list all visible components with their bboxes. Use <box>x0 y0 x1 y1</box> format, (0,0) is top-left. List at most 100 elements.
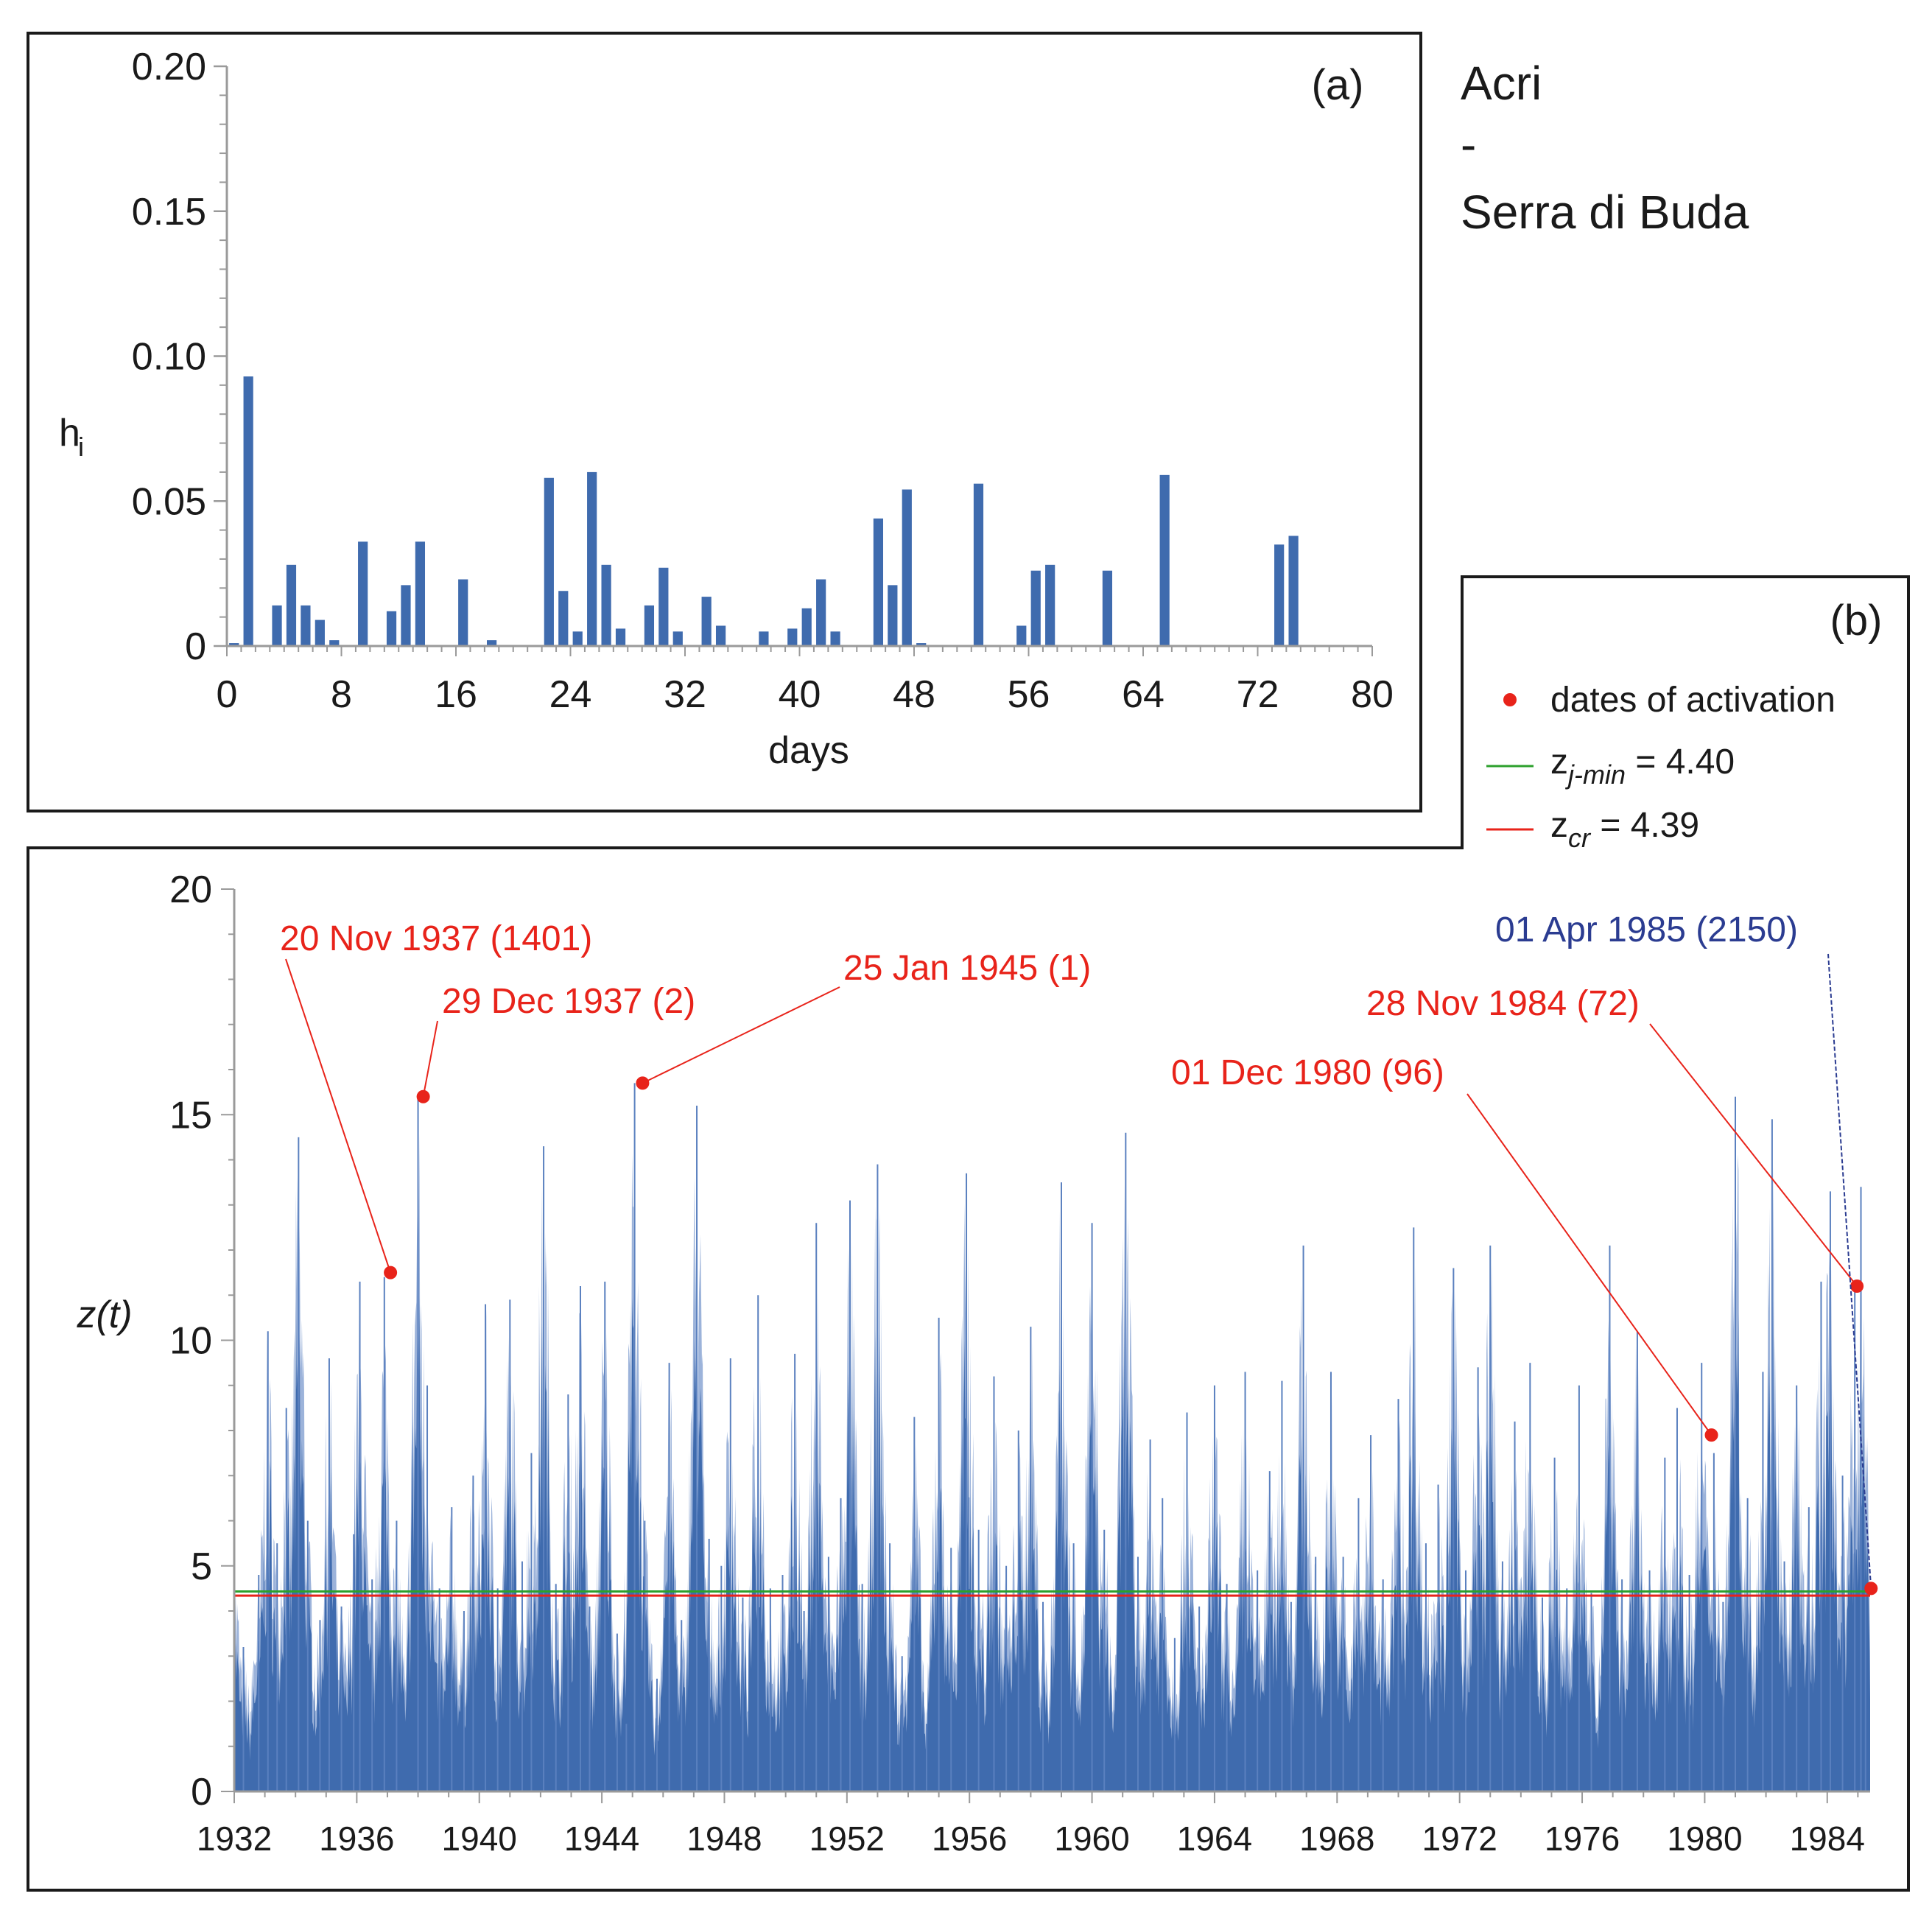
panel-b-ylabel: z(t) <box>76 1294 132 1336</box>
bar <box>916 643 927 646</box>
bar <box>1274 544 1285 646</box>
bar <box>1288 536 1299 646</box>
bar <box>873 518 884 646</box>
x-tick-label: 1956 <box>932 1819 1007 1858</box>
x-tick-label: 1944 <box>564 1819 639 1858</box>
bar <box>329 640 340 646</box>
legend-zcr-value: = 4.39 <box>1590 806 1699 845</box>
activation-point <box>1704 1428 1718 1442</box>
legend: dates of activation zj-min = 4.40 zcr = … <box>1486 681 1836 853</box>
bar <box>272 605 282 646</box>
bar <box>229 643 239 646</box>
activation-label: 28 Nov 1984 (72) <box>1366 984 1640 1023</box>
activation-point <box>1864 1582 1878 1596</box>
activation-leader-line <box>422 1020 438 1097</box>
legend-zcr-sub: cr <box>1568 823 1592 853</box>
bar <box>1045 564 1055 646</box>
bar <box>587 471 597 646</box>
y-tick-label: 0 <box>191 1771 212 1814</box>
activation-leader-line <box>285 958 392 1273</box>
y-tick-label: 20 <box>169 868 212 911</box>
x-tick-label: 1980 <box>1667 1819 1742 1858</box>
bar <box>415 541 426 646</box>
bar <box>544 477 554 646</box>
panel-a-label: (a) <box>1312 61 1364 109</box>
bar <box>801 608 812 646</box>
x-tick-label: 48 <box>893 673 935 716</box>
activation-label: 01 Apr 1985 (2150) <box>1495 910 1798 950</box>
activation-point <box>384 1266 398 1280</box>
panel-a-ytick-labels: 0 0.05 0.10 0.15 0.20 <box>132 46 206 668</box>
y-tick-label: 5 <box>191 1545 212 1588</box>
activation-label: 29 Dec 1937 (2) <box>442 982 695 1021</box>
legend-activation-label: dates of activation <box>1550 681 1836 720</box>
legend-zcr-z: z <box>1550 806 1568 845</box>
x-tick-label: 1948 <box>686 1819 762 1858</box>
x-tick-label: 1972 <box>1422 1819 1497 1858</box>
legend-activation-marker <box>1503 693 1517 706</box>
x-tick-label: 72 <box>1237 673 1279 716</box>
bar <box>572 631 583 646</box>
x-tick-label: 56 <box>1008 673 1050 716</box>
site-name-line-3: Serra di Buda <box>1461 186 1749 239</box>
bar <box>458 579 468 646</box>
site-name-line-1: Acri <box>1461 57 1542 110</box>
bar <box>644 605 655 646</box>
panel-b-label: (b) <box>1830 597 1883 645</box>
x-tick-label: 1960 <box>1054 1819 1129 1858</box>
panel-b-series <box>233 1083 1870 1791</box>
activation-label: 20 Nov 1937 (1401) <box>280 919 592 958</box>
x-tick-label: 1964 <box>1177 1819 1252 1858</box>
activation-point <box>1850 1280 1864 1293</box>
y-tick-label: 10 <box>169 1320 212 1363</box>
panel-a-minor-ticks <box>219 66 1373 656</box>
panel-a-xtick-labels: 0 8 16 24 32 40 48 56 64 72 80 <box>217 673 1394 716</box>
legend-zcr-label: zcr = 4.39 <box>1550 806 1699 853</box>
y-tick-label: 15 <box>169 1094 212 1137</box>
bar <box>1016 625 1027 646</box>
x-tick-label: 80 <box>1351 673 1394 716</box>
series-main-area <box>234 1296 1870 1791</box>
panel-a: 0 0.05 0.10 0.15 0.20 0 8 16 24 32 40 48 56 64 72 80 (… <box>27 32 1422 812</box>
activation-point <box>636 1076 650 1090</box>
panel-b-thresholds <box>234 1590 1870 1597</box>
bar <box>1030 570 1041 646</box>
x-tick-label: 8 <box>331 673 352 716</box>
panel-a-axes <box>214 65 1372 647</box>
panel-b-ytick-labels: 0 5 10 15 20 <box>169 868 212 1814</box>
bar <box>759 631 769 646</box>
x-tick-label: 64 <box>1122 673 1165 716</box>
y-tick-label: 0.05 <box>132 480 206 523</box>
legend-zjmin-label: zj-min = 4.40 <box>1550 743 1735 790</box>
bar <box>615 628 626 646</box>
panel-a-ylabel-main: h <box>59 412 80 454</box>
x-tick-label: 1932 <box>197 1819 272 1858</box>
bar <box>1102 570 1113 646</box>
x-tick-label: 1940 <box>442 1819 517 1858</box>
activation-point <box>416 1089 430 1103</box>
x-tick-label: 32 <box>664 673 706 716</box>
panel-a-ylabel-sub: i <box>78 432 84 462</box>
panel-a-xlabel: days <box>768 729 849 772</box>
panel-b-annotations: 20 Nov 1937 (1401) 29 Dec 1937 (2) 25 Jan … <box>280 910 1878 1596</box>
bar <box>658 567 669 646</box>
y-tick-label: 0.10 <box>132 336 206 379</box>
bar <box>715 625 726 646</box>
bar <box>558 591 569 646</box>
x-tick-label: 1952 <box>809 1819 885 1858</box>
panel-b-xtick-labels: 1932 1936 1940 1944 1948 1952 1956 1960 1964 1968… <box>197 1819 1865 1858</box>
panel-a-frame <box>27 32 1422 812</box>
activation-label: 25 Jan 1945 (1) <box>843 949 1091 988</box>
bar <box>601 564 611 646</box>
bar <box>401 585 411 646</box>
y-tick-label: 0.15 <box>132 191 206 234</box>
bar <box>701 597 712 646</box>
x-tick-label: 1936 <box>319 1819 394 1858</box>
activation-leader-line <box>1827 953 1872 1589</box>
bar <box>386 611 397 646</box>
activation-leader-line <box>642 986 840 1084</box>
site-name-line-2: - <box>1461 118 1476 171</box>
y-tick-label: 0.20 <box>132 46 206 88</box>
activation-leader-line <box>1466 1093 1713 1436</box>
